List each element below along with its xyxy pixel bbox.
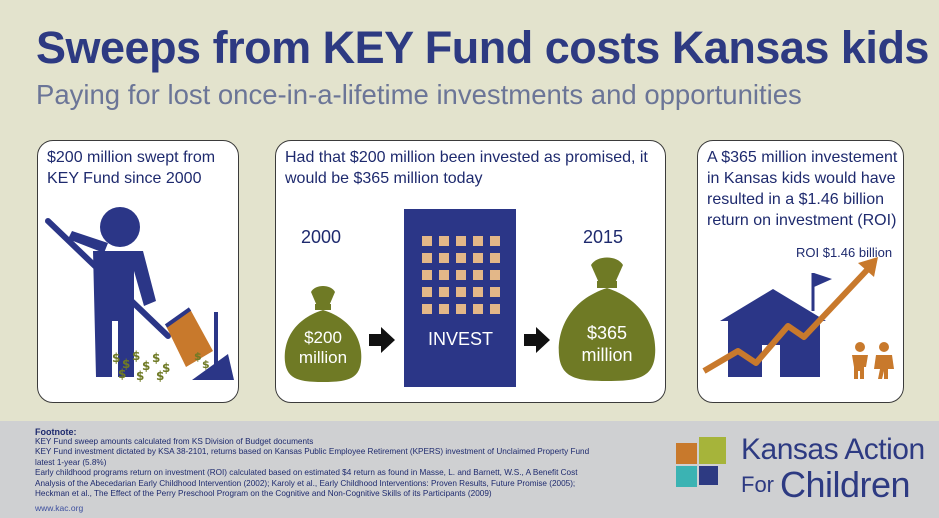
money-bag-icon: [558, 257, 656, 381]
footnote-title: Footnote:: [35, 427, 77, 437]
svg-text:$: $: [156, 369, 164, 383]
svg-text:$: $: [162, 361, 170, 375]
svg-text:$: $: [112, 351, 120, 365]
logo-line1: Kansas Action: [741, 433, 925, 466]
svg-text:$: $: [152, 351, 160, 365]
footnote-line: KEY Fund sweep amounts calculated from K…: [35, 437, 314, 446]
logo-children: Children: [780, 464, 911, 505]
arrow-right-icon: [369, 327, 395, 353]
svg-text:$: $: [118, 367, 126, 381]
svg-text:$: $: [142, 359, 150, 373]
arrow-right-icon: [524, 327, 550, 353]
svg-text:$: $: [132, 349, 140, 363]
panel-sweep: $200 million swept from KEY Fund since 2…: [37, 140, 239, 403]
invest-label: INVEST: [428, 329, 494, 349]
dollar-signs-icon: $ $$ $$$ $ $ $: [112, 349, 170, 383]
office-building-icon: [404, 209, 516, 387]
panel-investment: Had that $200 million been invested as p…: [275, 140, 666, 403]
school-house-icon: [702, 257, 878, 377]
sweeping-person-icon: [45, 207, 213, 377]
svg-text:$: $: [122, 357, 130, 371]
money-bag-icon: [284, 286, 362, 382]
logo-for: For: [741, 472, 774, 497]
year-end: 2015: [583, 227, 624, 247]
bag-right-line2: million: [581, 345, 633, 365]
panel-sweep-text: $200 million swept from KEY Fund since 2…: [47, 149, 216, 187]
dustpan-icon: $$: [192, 312, 234, 380]
website-link[interactable]: www.kac.org: [35, 503, 84, 513]
panel-roi: A $365 million investement in Kansas kid…: [697, 140, 904, 403]
bag-left-line1: $200: [304, 328, 342, 347]
children-icon: [852, 342, 894, 379]
panel-investment-text: Had that $200 million been invested as p…: [285, 149, 648, 187]
bag-left-line2: million: [298, 348, 348, 367]
page-title: Sweeps from KEY Fund costs Kansas kids: [36, 22, 929, 73]
svg-text:$: $: [194, 350, 202, 363]
footnote-section: Footnote: KEY Fund sweep amounts calcula…: [0, 421, 939, 518]
panel-roi-text: A $365 million investement in Kansas kid…: [707, 149, 898, 229]
footnote-line: Early childhood programs return on inves…: [35, 468, 578, 499]
svg-text:$: $: [136, 369, 144, 383]
year-start: 2000: [301, 227, 342, 247]
footnote-line: KEY Fund investment dictated by KSA 38-2…: [35, 447, 590, 467]
svg-text:$: $: [202, 358, 210, 371]
logo-squares-icon: [676, 437, 726, 487]
bag-right-line1: $365: [586, 323, 628, 343]
page-subtitle: Paying for lost once-in-a-lifetime inves…: [36, 79, 802, 110]
roi-label: ROI $1.46 billion: [796, 245, 893, 260]
footnote-lines: KEY Fund sweep amounts calculated from K…: [35, 437, 595, 499]
